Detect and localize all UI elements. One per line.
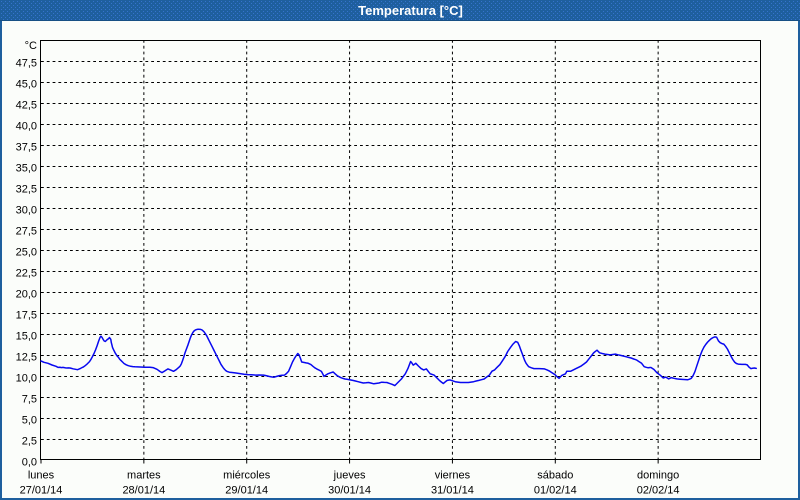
- svg-text:29/01/14: 29/01/14: [225, 485, 268, 497]
- svg-text:30,0: 30,0: [16, 205, 37, 217]
- svg-text:28/01/14: 28/01/14: [122, 485, 165, 497]
- svg-text:47,5: 47,5: [16, 58, 37, 70]
- svg-text:42,5: 42,5: [16, 100, 37, 112]
- svg-text:20,0: 20,0: [16, 289, 37, 301]
- svg-text:22,5: 22,5: [16, 268, 37, 280]
- svg-text:40,0: 40,0: [16, 121, 37, 133]
- svg-text:lunes: lunes: [28, 470, 55, 482]
- svg-text:27,5: 27,5: [16, 226, 37, 238]
- svg-text:32,5: 32,5: [16, 184, 37, 196]
- svg-text:27/01/14: 27/01/14: [20, 485, 63, 497]
- svg-text:10,0: 10,0: [16, 373, 37, 385]
- svg-text:17,5: 17,5: [16, 310, 37, 322]
- svg-text:2,5: 2,5: [22, 436, 37, 448]
- svg-text:35,0: 35,0: [16, 163, 37, 175]
- svg-text:01/02/14: 01/02/14: [534, 485, 577, 497]
- svg-text:°C: °C: [25, 40, 37, 52]
- svg-text:jueves: jueves: [333, 470, 366, 482]
- svg-text:12,5: 12,5: [16, 352, 37, 364]
- svg-text:15,0: 15,0: [16, 331, 37, 343]
- svg-text:02/02/14: 02/02/14: [637, 485, 680, 497]
- svg-text:Temperatura [°C]: Temperatura [°C]: [358, 3, 463, 18]
- svg-text:30/01/14: 30/01/14: [328, 485, 371, 497]
- svg-text:domingo: domingo: [637, 470, 679, 482]
- svg-text:sábado: sábado: [537, 470, 573, 482]
- svg-text:miércoles: miércoles: [223, 470, 271, 482]
- svg-text:37,5: 37,5: [16, 142, 37, 154]
- svg-text:martes: martes: [127, 470, 161, 482]
- svg-text:0,0: 0,0: [22, 457, 37, 469]
- svg-text:5,0: 5,0: [22, 415, 37, 427]
- svg-text:31/01/14: 31/01/14: [431, 485, 474, 497]
- svg-text:45,0: 45,0: [16, 79, 37, 91]
- svg-text:7,5: 7,5: [22, 394, 37, 406]
- svg-text:viernes: viernes: [435, 470, 471, 482]
- svg-text:25,0: 25,0: [16, 247, 37, 259]
